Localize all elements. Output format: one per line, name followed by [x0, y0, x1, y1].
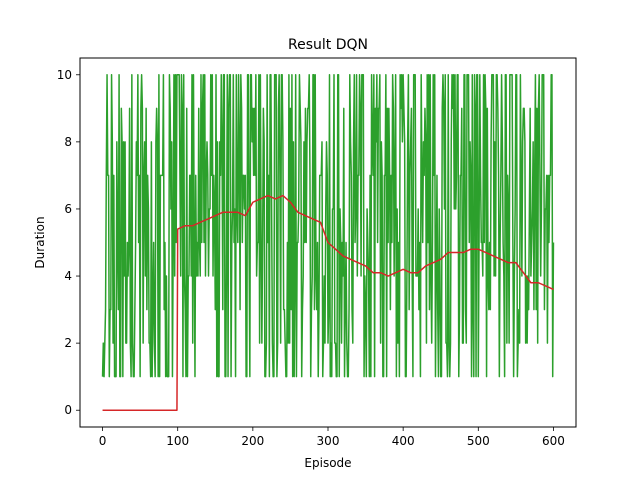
x-tick-label: 100: [166, 434, 189, 448]
x-tick-label: 200: [241, 434, 264, 448]
y-tick-label: 2: [64, 336, 72, 350]
y-tick-label: 8: [64, 135, 72, 149]
y-tick-label: 6: [64, 202, 72, 216]
x-axis-label: Episode: [304, 456, 351, 470]
x-tick-label: 0: [99, 434, 107, 448]
moving-average-line: [102, 194, 554, 411]
chart-title: Result DQN: [288, 37, 368, 53]
x-tick-label: 400: [392, 434, 415, 448]
x-tick-label: 600: [542, 434, 565, 448]
x-tick-label: 300: [317, 434, 340, 448]
duration-series-line: [101, 74, 555, 378]
y-tick-label: 10: [57, 68, 72, 82]
y-tick-label: 4: [64, 269, 72, 283]
series-layer: [101, 74, 555, 411]
y-axis-label: Duration: [33, 216, 47, 268]
y-tick-label: 0: [64, 403, 72, 417]
x-tick-label: 500: [467, 434, 490, 448]
ticks-layer: 0 100 200 300 400 500 600 0 2 4 6 8 10: [57, 68, 565, 448]
